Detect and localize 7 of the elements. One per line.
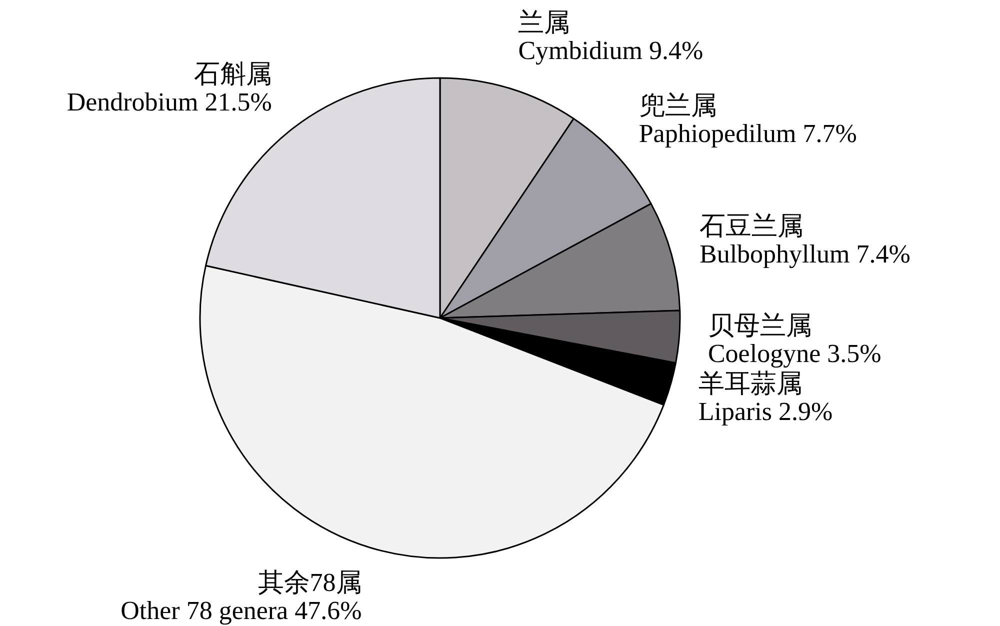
slice-label: 兰属 Cymbidium 9.4%: [518, 8, 704, 65]
slice-label: 兜兰属 Paphiopedilum 7.7%: [638, 90, 857, 148]
slice-label: 羊耳蒜属 Liparis 2.9%: [698, 368, 833, 426]
slice-label: 石斛属 Dendrobium 21.5%: [66, 59, 272, 116]
slice-label: 贝母兰属 Coelogyne 3.5%: [708, 310, 882, 368]
slice-label: 其余78属 Other 78 genera 47.6%: [120, 568, 362, 626]
slice-label: 石豆兰属 Bulbophyllum 7.4%: [699, 212, 910, 269]
